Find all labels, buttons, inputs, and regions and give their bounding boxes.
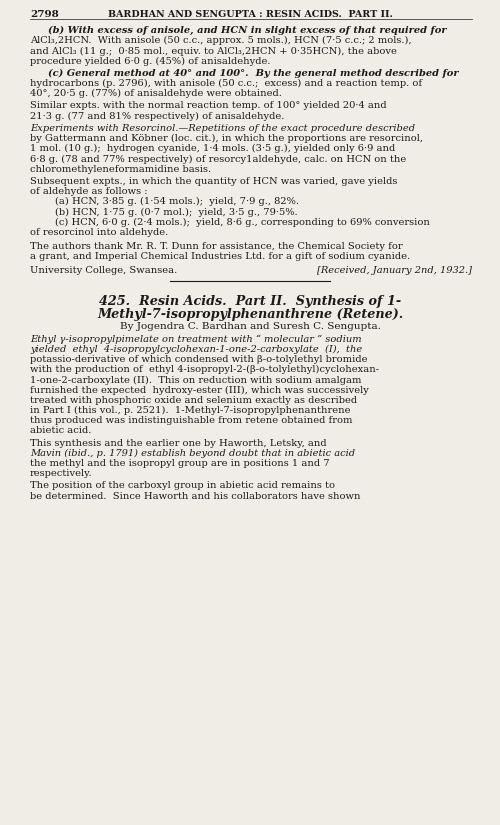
Text: thus produced was indistinguishable from retene obtained from: thus produced was indistinguishable from… xyxy=(30,416,352,425)
Text: 21·3 g. (77 and 81% respectively) of anisaldehyde.: 21·3 g. (77 and 81% respectively) of ani… xyxy=(30,111,284,120)
Text: with the production of  ethyl 4-isopropyl-2-(β-o-tolylethyl)cyclohexan-: with the production of ethyl 4-isopropyl… xyxy=(30,365,379,375)
Text: (b) HCN, 1·75 g. (0·7 mol.);  yield, 3·5 g., 79·5%.: (b) HCN, 1·75 g. (0·7 mol.); yield, 3·5 … xyxy=(55,207,298,216)
Text: The authors thank Mr. R. T. Dunn for assistance, the Chemical Society for: The authors thank Mr. R. T. Dunn for ass… xyxy=(30,242,403,251)
Text: Subsequent expts., in which the quantity of HCN was varied, gave yields: Subsequent expts., in which the quantity… xyxy=(30,177,398,186)
Text: abietic acid.: abietic acid. xyxy=(30,427,92,436)
Text: (c) HCN, 6·0 g. (2·4 mols.);  yield, 8·6 g., corresponding to 69% conversion: (c) HCN, 6·0 g. (2·4 mols.); yield, 8·6 … xyxy=(55,218,430,227)
Text: furnished the expected  hydroxy-ester (III), which was successively: furnished the expected hydroxy-ester (II… xyxy=(30,385,369,394)
Text: This synthesis and the earlier one by Haworth, Letsky, and: This synthesis and the earlier one by Ha… xyxy=(30,439,326,448)
Text: (a) HCN, 3·85 g. (1·54 mols.);  yield, 7·9 g., 82%.: (a) HCN, 3·85 g. (1·54 mols.); yield, 7·… xyxy=(55,197,299,206)
Text: be determined.  Since Haworth and his collaborators have shown: be determined. Since Haworth and his col… xyxy=(30,492,360,501)
Text: the methyl and the isopropyl group are in positions 1 and 7: the methyl and the isopropyl group are i… xyxy=(30,459,330,468)
Text: AlCl₃,2HCN.  With anisole (50 c.c., approx. 5 mols.), HCN (7·5 c.c.; 2 mols.),: AlCl₃,2HCN. With anisole (50 c.c., appro… xyxy=(30,36,411,45)
Text: treated with phosphoric oxide and selenium exactly as described: treated with phosphoric oxide and seleni… xyxy=(30,396,357,405)
Text: Ethyl γ-isopropylpimelate on treatment with “ molecular ” sodium: Ethyl γ-isopropylpimelate on treatment w… xyxy=(30,335,362,344)
Text: of aldehyde as follows :: of aldehyde as follows : xyxy=(30,187,148,196)
Text: University College, Swansea.: University College, Swansea. xyxy=(30,266,177,276)
Text: hydrocarbons (p. 2796), with anisole (50 c.c.;  excess) and a reaction temp. of: hydrocarbons (p. 2796), with anisole (50… xyxy=(30,79,422,88)
Text: in Part I (this vol., p. 2521).  1-Methyl-7-isopropylphenanthrene: in Part I (this vol., p. 2521). 1-Methyl… xyxy=(30,406,350,415)
Text: a grant, and Imperial Chemical Industries Ltd. for a gift of sodium cyanide.: a grant, and Imperial Chemical Industrie… xyxy=(30,252,410,262)
Text: By Jogendra C. Bardhan and Suresh C. Sengupta.: By Jogendra C. Bardhan and Suresh C. Sen… xyxy=(120,322,380,331)
Text: The position of the carboxyl group in abietic acid remains to: The position of the carboxyl group in ab… xyxy=(30,482,335,490)
Text: (b) With excess of anisole, and HCN in slight excess of that required for: (b) With excess of anisole, and HCN in s… xyxy=(48,26,446,35)
Text: Similar expts. with the normal reaction temp. of 100° yielded 20·4 and: Similar expts. with the normal reaction … xyxy=(30,101,387,111)
Text: BARDHAN AND SENGUPTA : RESIN ACIDS.  PART II.: BARDHAN AND SENGUPTA : RESIN ACIDS. PART… xyxy=(108,10,393,19)
Text: 40°, 20·5 g. (77%) of anisaldehyde were obtained.: 40°, 20·5 g. (77%) of anisaldehyde were … xyxy=(30,89,282,98)
Text: 1-one-2-carboxylate (II).  This on reduction with sodium amalgam: 1-one-2-carboxylate (II). This on reduct… xyxy=(30,375,362,384)
Text: Experiments with Resorcinol.—Repetitions of the exact procedure described: Experiments with Resorcinol.—Repetitions… xyxy=(30,124,415,133)
Text: (c) General method at 40° and 100°.  By the general method described for: (c) General method at 40° and 100°. By t… xyxy=(48,68,459,78)
Text: 425.  Resin Acids.  Part II.  Synthesis of 1-: 425. Resin Acids. Part II. Synthesis of … xyxy=(99,295,401,308)
Text: Mavin (ibid., p. 1791) establish beyond doubt that in abietic acid: Mavin (ibid., p. 1791) establish beyond … xyxy=(30,449,355,458)
Text: yielded  ethyl  4-isopropylcyclohexan-1-one-2-carboxylate  (I),  the: yielded ethyl 4-isopropylcyclohexan-1-on… xyxy=(30,345,362,354)
Text: 1 mol. (10 g.);  hydrogen cyanide, 1·4 mols. (3·5 g.), yielded only 6·9 and: 1 mol. (10 g.); hydrogen cyanide, 1·4 mo… xyxy=(30,144,395,153)
Text: 2798: 2798 xyxy=(30,10,59,19)
Text: procedure yielded 6·0 g. (45%) of anisaldehyde.: procedure yielded 6·0 g. (45%) of anisal… xyxy=(30,57,270,66)
Text: [Received, January 2nd, 1932.]: [Received, January 2nd, 1932.] xyxy=(317,266,472,276)
Text: chloromethyleneformamidine basis.: chloromethyleneformamidine basis. xyxy=(30,165,211,173)
Text: Methyl-7-isopropylphenanthrene (Retene).: Methyl-7-isopropylphenanthrene (Retene). xyxy=(97,308,403,321)
Text: 6·8 g. (78 and 77% respectively) of resorcy1aldehyde, calc. on HCN on the: 6·8 g. (78 and 77% respectively) of reso… xyxy=(30,154,406,163)
Text: and AlCl₃ (11 g.;  0·85 mol., equiv. to AlCl₃,2HCN + 0·35HCN), the above: and AlCl₃ (11 g.; 0·85 mol., equiv. to A… xyxy=(30,46,397,55)
Text: by Gattermann and Köbner (loc. cit.), in which the proportions are resorcinol,: by Gattermann and Köbner (loc. cit.), in… xyxy=(30,134,423,143)
Text: of resorcinol into aldehyde.: of resorcinol into aldehyde. xyxy=(30,228,168,237)
Text: respectively.: respectively. xyxy=(30,469,92,478)
Text: potassio-derivative of which condensed with β-o-tolylethyl bromide: potassio-derivative of which condensed w… xyxy=(30,355,368,364)
